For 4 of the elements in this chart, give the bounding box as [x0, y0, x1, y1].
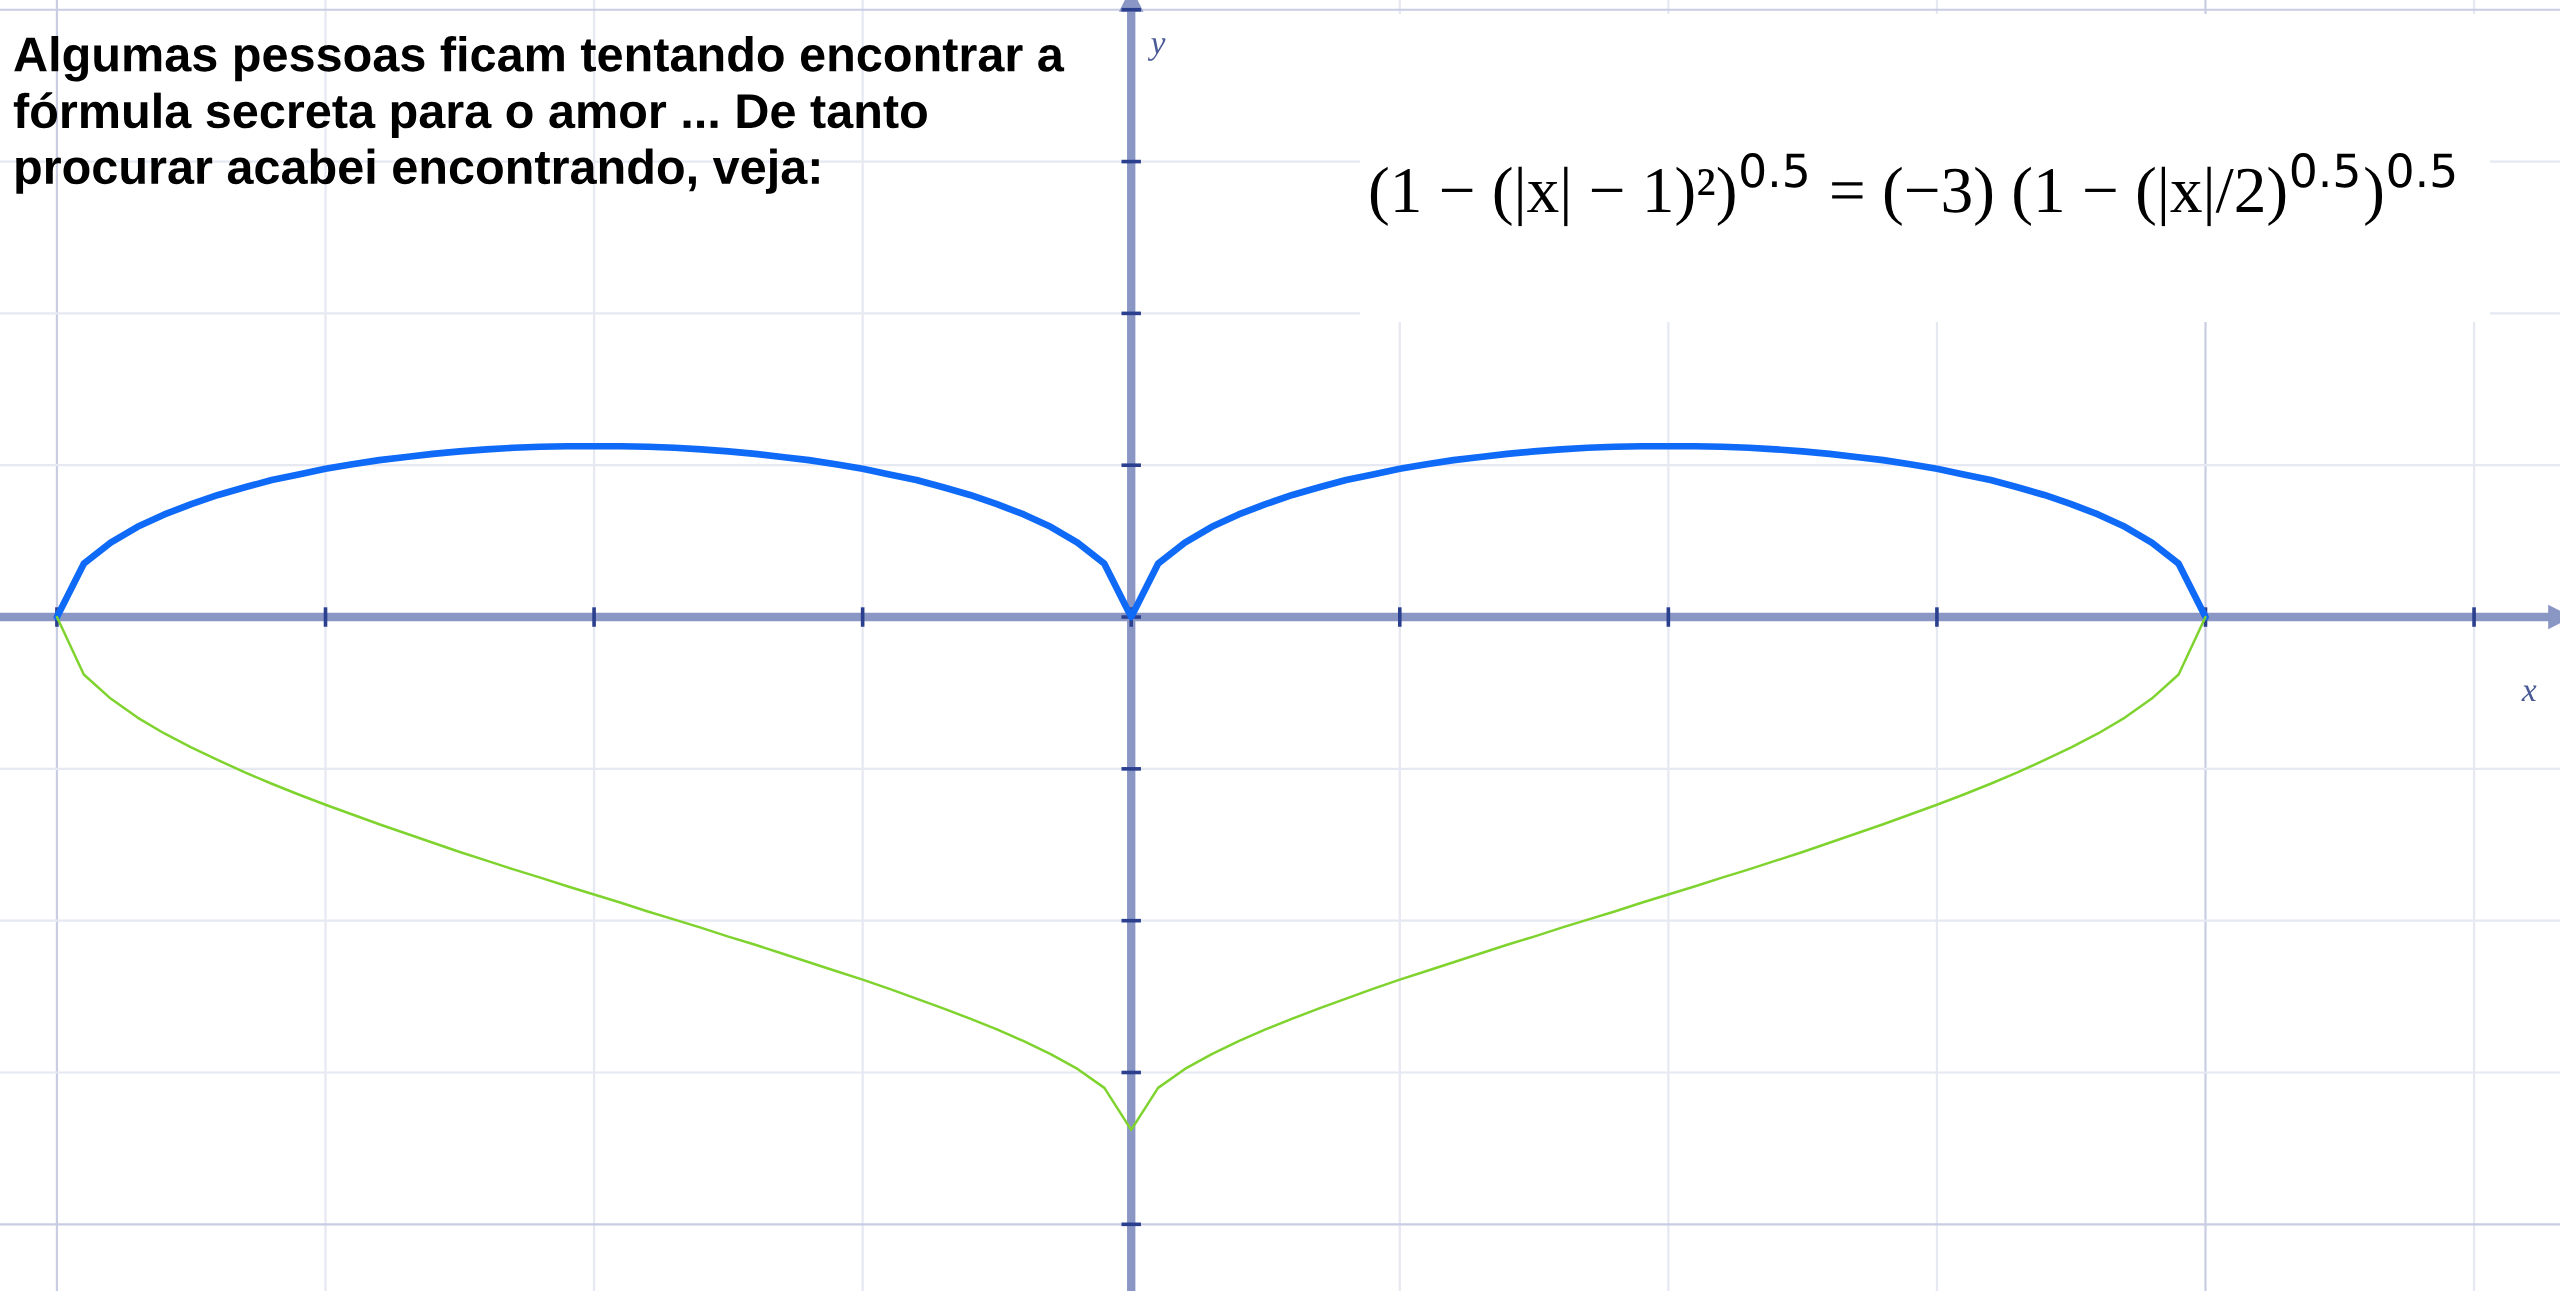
x-axis-title: x	[2521, 685, 2537, 701]
text: (1 − (|x| − 1)²)$^{0.5}$ = (−3) (1 − (|x|/2)$^{0.5}$)$^{0.5}$	[1370, 153, 2455, 227]
chart-title: Algumas pessoas ficam tentando encontrar a fórmula secreta para o amor ... De tanto procurar acabei encontrando, veja:	[13, 36, 1065, 194]
text: y	[1147, 38, 1166, 61]
